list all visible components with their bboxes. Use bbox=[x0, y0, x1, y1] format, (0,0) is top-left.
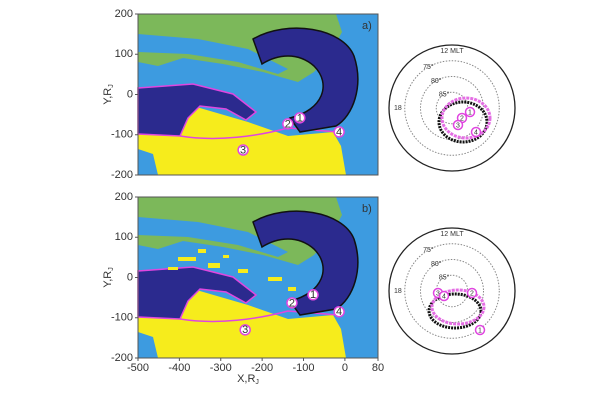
x-tick-label: -300 bbox=[210, 362, 232, 374]
polar-outer bbox=[388, 227, 516, 355]
yellow-speckle bbox=[178, 257, 196, 261]
yellow-speckle bbox=[223, 255, 229, 258]
y-tick-label: -200 bbox=[111, 352, 133, 364]
panel-label: a) bbox=[362, 20, 372, 32]
yellow-speckle bbox=[168, 267, 178, 270]
marker bbox=[239, 324, 251, 336]
polar-marker-label: 1 bbox=[478, 327, 482, 334]
polar-outer bbox=[388, 44, 516, 172]
blue-band bbox=[138, 34, 288, 74]
dark-lobe bbox=[137, 83, 258, 137]
yellow-region bbox=[138, 285, 346, 358]
yellow-speckle bbox=[288, 287, 296, 291]
magenta-tail bbox=[179, 310, 339, 323]
marker bbox=[237, 144, 249, 156]
y-tick-label: 0 bbox=[127, 271, 133, 283]
polar-title: 12 MLT bbox=[440, 231, 464, 238]
polar-ring-label: 80° bbox=[431, 77, 442, 85]
polar-marker bbox=[464, 106, 476, 118]
yellow-speckle bbox=[238, 269, 248, 273]
yellow-speckle bbox=[268, 277, 282, 281]
marker bbox=[333, 305, 345, 318]
x-tick-label: 80 bbox=[372, 362, 384, 374]
marker-label: 3 bbox=[240, 144, 246, 156]
polar-ring-label: 85° bbox=[439, 90, 450, 98]
polar-marker-label: 2 bbox=[460, 115, 464, 122]
y-label-main: Y,R bbox=[102, 271, 114, 288]
y-tick-label: 200 bbox=[115, 191, 133, 203]
marker-label: 4 bbox=[336, 306, 342, 318]
x-tick-label: -200 bbox=[251, 362, 273, 374]
polar-marker-label: 3 bbox=[436, 290, 440, 297]
yellow-region bbox=[138, 102, 346, 175]
polar-marker-label: 1 bbox=[468, 109, 472, 116]
polar-marker bbox=[452, 119, 464, 131]
polar-ring bbox=[404, 60, 500, 156]
polar-marker bbox=[474, 324, 486, 336]
y-tick-label: -200 bbox=[111, 169, 133, 181]
x-tick-label: -400 bbox=[168, 362, 190, 374]
yellow-speckle bbox=[198, 249, 206, 253]
marker-label: 2 bbox=[289, 297, 295, 309]
x-tick-label: -100 bbox=[293, 362, 315, 374]
polar-left-label: 18 bbox=[394, 288, 402, 295]
marker-label: 2 bbox=[285, 118, 291, 130]
polar-marker bbox=[466, 287, 478, 299]
marker-label: 1 bbox=[310, 289, 316, 301]
auroral-oval-magenta bbox=[430, 288, 486, 326]
x-axis-label: X,RJ bbox=[237, 373, 259, 386]
blue-band bbox=[138, 217, 288, 257]
y-label-sub: J bbox=[108, 84, 115, 88]
polar-title: 12 MLT bbox=[440, 48, 464, 55]
polar-ring-label: 85° bbox=[439, 273, 450, 281]
polar-ring-label: 75° bbox=[423, 63, 434, 71]
marker bbox=[282, 118, 294, 130]
marker bbox=[294, 112, 306, 124]
auroral-oval-black bbox=[427, 292, 483, 330]
x-tick-label: 0 bbox=[342, 362, 348, 374]
x-label-sub: J bbox=[255, 379, 259, 386]
marker-label: 3 bbox=[242, 324, 248, 336]
polar-marker-label: 4 bbox=[442, 293, 446, 300]
marker-label: 1 bbox=[297, 112, 303, 124]
blue-corner bbox=[138, 332, 158, 358]
marker bbox=[286, 297, 298, 309]
polar-left-label: 18 bbox=[394, 105, 402, 112]
y-label-main: Y,R bbox=[102, 88, 114, 105]
polar-marker bbox=[470, 126, 482, 138]
polar-marker-label: 3 bbox=[456, 122, 460, 129]
marker bbox=[307, 289, 319, 301]
polar-marker-label: 2 bbox=[470, 290, 474, 297]
auroral-oval-black bbox=[437, 100, 489, 144]
polar-marker bbox=[438, 290, 450, 302]
marker-label: 4 bbox=[336, 126, 342, 138]
dark-crescent bbox=[252, 27, 359, 133]
y-tick-label: 100 bbox=[115, 231, 133, 243]
y-tick-label: 100 bbox=[115, 48, 133, 60]
blue-corner bbox=[138, 149, 158, 175]
y-label-sub: J bbox=[108, 267, 115, 271]
polar-ring bbox=[404, 243, 500, 339]
map-panel bbox=[137, 196, 379, 359]
y-tick-label: 0 bbox=[127, 88, 133, 100]
y-tick-label: -100 bbox=[111, 129, 133, 141]
y-tick-label: -100 bbox=[111, 312, 133, 324]
yellow-speckle bbox=[208, 263, 220, 268]
marker bbox=[333, 126, 345, 138]
x-label-main: X,R bbox=[237, 373, 255, 385]
panel-label: b) bbox=[362, 203, 372, 215]
y-axis-label: Y,RJ bbox=[102, 267, 115, 287]
y-axis-label: Y,RJ bbox=[102, 84, 115, 104]
polar-plot: 75° 80° 85° 12 MLT 18 123 4 bbox=[388, 44, 516, 172]
auroral-oval-magenta bbox=[440, 96, 492, 140]
x-tick-label: -500 bbox=[127, 362, 149, 374]
dark-lobe bbox=[137, 266, 258, 320]
map-panel bbox=[137, 13, 379, 176]
polar-ring-label: 75° bbox=[423, 246, 434, 254]
y-tick-label: 200 bbox=[115, 8, 133, 20]
polar-marker-label: 4 bbox=[474, 129, 478, 136]
polar-ring-label: 80° bbox=[431, 260, 442, 268]
